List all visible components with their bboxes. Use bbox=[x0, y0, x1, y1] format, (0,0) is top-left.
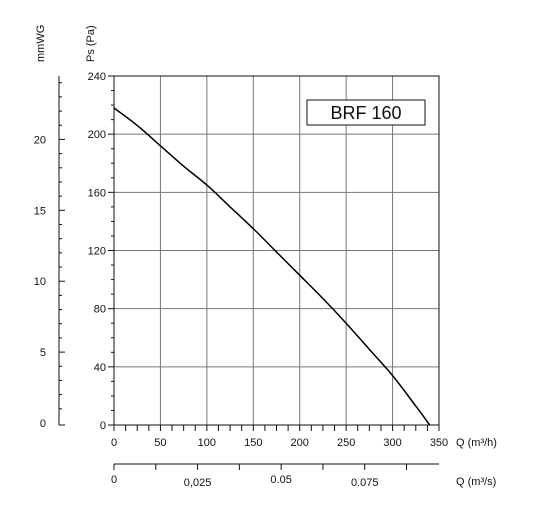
ps-tick-label: 0 bbox=[100, 420, 106, 432]
ps-axis: 0 40 80 120 160 200 240 bbox=[88, 71, 114, 432]
ps-axis-title: Ps (Pa) bbox=[85, 25, 97, 62]
flow-m3h-tick-label: 50 bbox=[154, 437, 166, 449]
ps-tick-label: 120 bbox=[88, 246, 106, 258]
flow-m3s-tick-label: 0 bbox=[111, 474, 117, 486]
flow-m3s-tick-label: 0,025 bbox=[184, 477, 212, 489]
flow-m3h-tick-label: 150 bbox=[244, 437, 262, 449]
flow-axis-m3s: 0 0,025 0.05 0.075 bbox=[111, 463, 439, 489]
flow-axis-m3h-title: Q (m³/h) bbox=[456, 437, 497, 449]
flow-m3s-tick-label: 0.075 bbox=[351, 477, 379, 489]
mmwg-tick-label: 20 bbox=[34, 134, 46, 146]
mmwg-tick-label: 5 bbox=[40, 347, 46, 359]
model-label-box: BRF 160 bbox=[306, 99, 426, 126]
mmwg-axis-title: mmWG bbox=[35, 25, 47, 62]
flow-m3h-tick-label: 250 bbox=[337, 437, 355, 449]
ps-tick-label: 240 bbox=[88, 71, 106, 83]
mmwg-tick-label: 10 bbox=[34, 276, 46, 288]
mmwg-axis: 0 5 10 15 20 bbox=[34, 76, 65, 430]
performance-curve bbox=[113, 107, 431, 426]
ps-tick-label: 160 bbox=[88, 187, 106, 199]
flow-m3h-tick-label: 300 bbox=[383, 437, 401, 449]
flow-m3h-tick-label: 100 bbox=[198, 437, 216, 449]
mmwg-tick-label: 0 bbox=[40, 418, 46, 430]
flow-m3s-tick-label: 0.05 bbox=[270, 474, 291, 486]
grid bbox=[114, 76, 439, 425]
flow-m3h-tick-label: 200 bbox=[291, 437, 309, 449]
flow-axis-m3h: 0 50 100 150 200 250 300 350 bbox=[111, 425, 448, 449]
ps-tick-label: 200 bbox=[88, 129, 106, 141]
ps-tick-label: 80 bbox=[94, 304, 106, 316]
flow-axis-m3s-title: Q (m³/s) bbox=[456, 476, 496, 488]
ps-tick-label: 40 bbox=[94, 362, 106, 374]
model-label-frame bbox=[306, 99, 426, 126]
flow-m3h-tick-label: 350 bbox=[430, 437, 448, 449]
mmwg-tick-label: 15 bbox=[34, 205, 46, 217]
model-label: BRF 160 bbox=[330, 103, 401, 123]
flow-m3h-tick-label: 0 bbox=[111, 437, 117, 449]
